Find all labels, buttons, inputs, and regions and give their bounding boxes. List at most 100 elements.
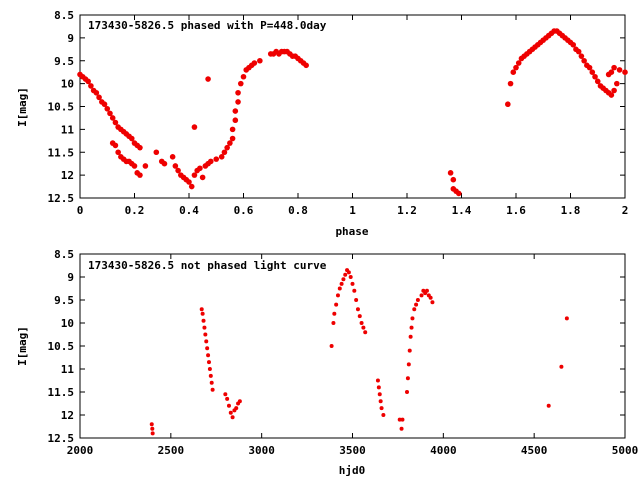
x-tick-label: 0.8 — [288, 204, 308, 217]
x-tick-label: 1.8 — [561, 204, 581, 217]
data-point — [205, 346, 210, 351]
data-point — [228, 410, 233, 415]
data-point — [430, 300, 435, 305]
data-point — [161, 160, 168, 167]
y-tick-label: 8.5 — [54, 9, 74, 22]
data-point — [424, 288, 429, 293]
data-point — [226, 403, 231, 408]
phased-light-curve-panel: 173430-5826.5 phased with P=448.0day pha… — [16, 9, 628, 238]
data-point — [204, 339, 209, 344]
data-point — [341, 277, 346, 282]
data-point — [381, 413, 386, 417]
y-tick-label: 8.5 — [54, 248, 74, 261]
data-point — [505, 101, 511, 108]
data-point — [355, 307, 360, 312]
data-point — [229, 126, 236, 133]
data-point — [428, 295, 433, 300]
axis-ticks-unphased: 2000 2500 3000 3500 4000 4500 5000 8.5 9 9.5 10 10.… — [48, 248, 639, 457]
y-tick-label: 9.5 — [54, 294, 74, 307]
data-point — [221, 149, 228, 156]
data-point — [594, 78, 601, 85]
x-tick-label: 3500 — [339, 444, 366, 457]
data-point — [208, 373, 213, 378]
axis-ticks-phased: 0 0.2 0.4 0.6 0.8 1 1.2 1.4 1.6 1.8 2 8.5 9 9.5 10 10.5… — [48, 9, 629, 217]
y-tick-label: 10 — [61, 317, 74, 330]
x-tick-label: 2500 — [158, 444, 185, 457]
data-point — [234, 406, 239, 411]
data-point — [510, 69, 517, 75]
data-point — [230, 415, 235, 420]
y-axis-label-phased: I[mag] — [16, 87, 29, 127]
data-point — [96, 94, 102, 101]
data-point — [208, 158, 214, 165]
data-point — [357, 314, 362, 319]
data-point — [354, 298, 359, 302]
plot-frame-unphased — [79, 253, 626, 439]
x-tick-label: 1.4 — [452, 204, 472, 217]
data-point — [240, 73, 247, 80]
data-point — [350, 281, 355, 286]
data-point — [419, 293, 424, 298]
data-point — [142, 163, 149, 169]
y-tick-label: 12 — [61, 169, 74, 182]
data-point — [150, 431, 155, 436]
data-point — [93, 89, 100, 96]
data-point — [513, 64, 519, 71]
data-point — [186, 179, 192, 185]
data-point — [611, 64, 617, 71]
y-tick-label: 10 — [61, 78, 74, 91]
y-tick-label: 11.5 — [48, 386, 75, 399]
data-point — [363, 330, 368, 335]
data-point — [188, 183, 195, 190]
data-point — [377, 392, 382, 397]
data-point — [227, 140, 233, 146]
data-point — [109, 115, 116, 121]
data-point — [175, 167, 181, 174]
y-tick-label: 12.5 — [48, 192, 75, 205]
x-tick-label: 0.4 — [179, 204, 199, 217]
data-point — [169, 154, 176, 160]
data-point — [115, 149, 121, 156]
data-point — [203, 332, 208, 337]
data-point — [337, 286, 342, 291]
data-point — [581, 57, 587, 64]
data-point — [202, 325, 207, 330]
data-point — [210, 387, 215, 392]
data-point — [376, 385, 381, 390]
data-point — [611, 87, 617, 94]
y-tick-label: 9 — [67, 32, 74, 45]
data-point — [191, 124, 198, 130]
data-point — [209, 380, 214, 385]
data-point — [608, 69, 615, 75]
x-tick-label: 1.6 — [506, 204, 526, 217]
data-point — [329, 344, 334, 348]
y-tick-label: 11 — [61, 123, 75, 136]
data-point — [137, 144, 143, 151]
data-point — [412, 307, 417, 312]
data-point — [101, 101, 108, 108]
x-tick-label: 2000 — [67, 444, 94, 457]
data-point — [137, 172, 143, 178]
data-point — [578, 53, 585, 59]
data-point — [507, 80, 514, 87]
data-points-phased — [77, 28, 628, 197]
data-point — [575, 48, 582, 55]
data-point — [616, 67, 623, 73]
data-point — [201, 318, 206, 323]
data-point — [410, 316, 415, 321]
unphased-light-curve-panel: 173430-5826.5 not phased light curve hjd… — [16, 248, 638, 477]
data-point — [225, 396, 230, 401]
data-point — [218, 154, 225, 160]
data-point — [564, 316, 569, 321]
data-point — [332, 311, 337, 316]
data-point — [172, 163, 179, 169]
data-point — [447, 170, 454, 176]
data-point — [199, 307, 204, 312]
data-point — [339, 281, 344, 286]
data-point — [352, 288, 357, 293]
y-tick-label: 12 — [61, 409, 74, 422]
x-tick-label: 3000 — [248, 444, 275, 457]
data-point — [379, 406, 384, 411]
data-point — [343, 272, 348, 277]
